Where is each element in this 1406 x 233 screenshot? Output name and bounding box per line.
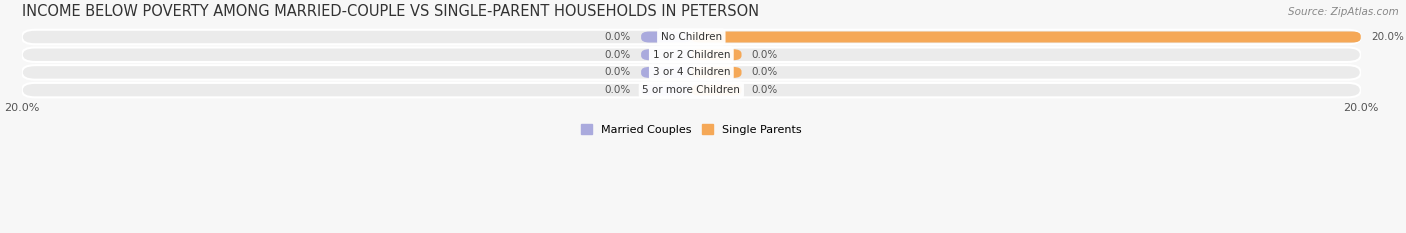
Text: 1 or 2 Children: 1 or 2 Children [652, 50, 730, 60]
FancyBboxPatch shape [692, 85, 741, 96]
Text: No Children: No Children [661, 32, 721, 42]
Text: 0.0%: 0.0% [752, 67, 778, 77]
FancyBboxPatch shape [692, 31, 1361, 42]
Text: 0.0%: 0.0% [605, 32, 631, 42]
FancyBboxPatch shape [22, 48, 1361, 62]
FancyBboxPatch shape [641, 31, 692, 42]
Text: 20.0%: 20.0% [1371, 32, 1403, 42]
FancyBboxPatch shape [22, 83, 1361, 97]
FancyBboxPatch shape [22, 30, 1361, 44]
FancyBboxPatch shape [641, 85, 692, 96]
FancyBboxPatch shape [22, 65, 1361, 80]
Text: 0.0%: 0.0% [752, 85, 778, 95]
Text: 5 or more Children: 5 or more Children [643, 85, 740, 95]
Text: INCOME BELOW POVERTY AMONG MARRIED-COUPLE VS SINGLE-PARENT HOUSEHOLDS IN PETERSO: INCOME BELOW POVERTY AMONG MARRIED-COUPL… [22, 4, 759, 19]
Text: 0.0%: 0.0% [752, 50, 778, 60]
Legend: Married Couples, Single Parents: Married Couples, Single Parents [576, 120, 807, 139]
Text: 0.0%: 0.0% [605, 85, 631, 95]
FancyBboxPatch shape [641, 49, 692, 60]
Text: 0.0%: 0.0% [605, 50, 631, 60]
Text: Source: ZipAtlas.com: Source: ZipAtlas.com [1288, 7, 1399, 17]
Text: 3 or 4 Children: 3 or 4 Children [652, 67, 730, 77]
FancyBboxPatch shape [641, 67, 692, 78]
FancyBboxPatch shape [692, 49, 741, 60]
Text: 0.0%: 0.0% [605, 67, 631, 77]
FancyBboxPatch shape [692, 67, 741, 78]
